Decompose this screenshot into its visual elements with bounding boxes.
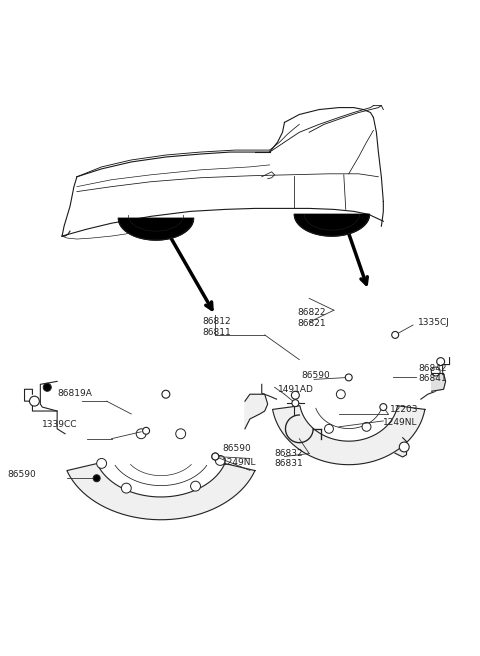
Text: 86822
86821: 86822 86821 (297, 308, 326, 327)
Text: 1339CC: 1339CC (42, 420, 78, 430)
Text: 86590: 86590 (222, 444, 251, 453)
Polygon shape (432, 373, 445, 391)
Circle shape (431, 367, 440, 376)
Text: 86590: 86590 (8, 470, 36, 479)
Circle shape (216, 455, 225, 465)
Circle shape (29, 396, 39, 406)
Text: 12203: 12203 (390, 405, 419, 413)
Circle shape (136, 429, 146, 439)
Circle shape (336, 390, 345, 399)
Text: 1491AD: 1491AD (277, 385, 313, 394)
Text: 1335CJ: 1335CJ (418, 318, 450, 327)
Text: 1249NL: 1249NL (222, 458, 257, 467)
Polygon shape (273, 406, 425, 464)
Circle shape (291, 391, 300, 399)
Polygon shape (245, 394, 268, 429)
Circle shape (43, 383, 51, 391)
Text: 86590: 86590 (301, 371, 330, 380)
Text: 1249NL: 1249NL (384, 419, 418, 428)
Circle shape (93, 475, 100, 482)
Circle shape (324, 424, 334, 433)
Circle shape (162, 390, 170, 398)
Circle shape (399, 442, 409, 452)
Polygon shape (294, 215, 370, 236)
Circle shape (345, 374, 352, 381)
Circle shape (176, 429, 186, 439)
Polygon shape (119, 218, 193, 240)
Text: 86832
86831: 86832 86831 (275, 449, 303, 468)
Text: 86812
86811: 86812 86811 (202, 317, 231, 337)
Circle shape (143, 427, 150, 434)
Text: 86819A: 86819A (57, 389, 92, 398)
Polygon shape (67, 464, 255, 520)
Polygon shape (395, 438, 407, 457)
Circle shape (437, 358, 444, 365)
Circle shape (292, 400, 299, 407)
Circle shape (362, 422, 371, 431)
Circle shape (380, 403, 387, 411)
Circle shape (392, 331, 399, 338)
Circle shape (121, 483, 131, 493)
Circle shape (212, 453, 219, 460)
Text: 86842
86841: 86842 86841 (418, 364, 446, 383)
Circle shape (96, 459, 107, 468)
Circle shape (191, 482, 201, 491)
Circle shape (212, 453, 219, 460)
